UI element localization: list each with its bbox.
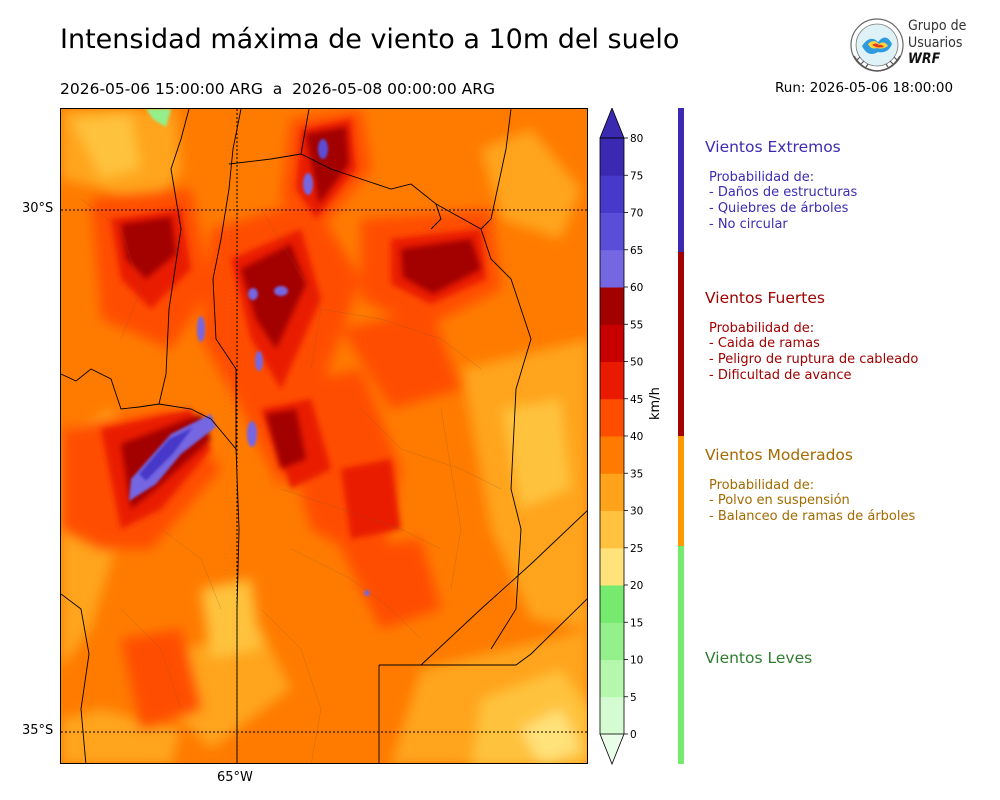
category-item: - Polvo en suspensión xyxy=(709,493,850,508)
category-item: - Peligro de ruptura de cableado xyxy=(709,352,919,367)
category-title: Vientos Leves xyxy=(705,649,813,667)
category-item: - Daños de estructuras xyxy=(709,185,858,200)
colorbar-segment xyxy=(600,324,624,362)
logo-text-line3: WRF xyxy=(908,51,941,67)
colorbar-segment xyxy=(600,510,624,549)
category-bar-moderate xyxy=(678,436,684,546)
colorbar-tick-label: 10 xyxy=(630,655,643,667)
logo-text-line1: Grupo de xyxy=(908,18,967,34)
lat-label-30s: 30°S xyxy=(22,201,54,216)
colorbar-segment xyxy=(600,473,624,511)
colorbar-segment xyxy=(600,361,624,400)
category-title: Vientos Moderados xyxy=(705,446,853,464)
category-light: Vientos Leves xyxy=(705,649,812,667)
colorbar: 0 5 10 15 20 25 30 35 40 45 50 55 60 65 70 75 80 xyxy=(598,106,658,768)
colorbar-extend-low xyxy=(599,733,625,766)
colorbar-extend-high xyxy=(599,106,625,139)
wrf-users-logo: Grupo de Usuarios WRF xyxy=(848,16,973,74)
colorbar-segment xyxy=(600,547,624,586)
colorbar-tick-label: 55 xyxy=(630,319,643,331)
colorbar-tick-label: 65 xyxy=(630,245,643,257)
category-moderate: Vientos Moderados Probabilidad de: - Pol… xyxy=(705,446,915,525)
colorbar-tick-label: 50 xyxy=(630,357,643,369)
department-borders xyxy=(80,198,502,763)
colorbar-tick-label: 70 xyxy=(630,208,643,220)
category-prob-label: Probabilidad de: xyxy=(709,321,815,336)
logo-text-line2: Usuarios xyxy=(908,35,963,51)
colorbar-segment xyxy=(600,659,624,698)
category-item: - Dificultad de avance xyxy=(709,368,852,383)
forecast-period: 2026-05-06 15:00:00 ARG a 2026-05-08 00:… xyxy=(60,80,496,98)
colorbar-tick-label: 30 xyxy=(630,506,643,518)
lon-label-65w: 65°W xyxy=(217,770,253,785)
category-item: - Caida de ramas xyxy=(709,336,820,351)
category-bar-strong xyxy=(678,252,684,436)
category-bar-extreme xyxy=(678,108,684,252)
run-time: Run: 2026-05-06 18:00:00 xyxy=(775,80,954,96)
colorbar-tick-label: 40 xyxy=(630,431,643,443)
category-strong: Vientos Fuertes Probabilidad de: - Caida… xyxy=(705,289,918,384)
category-item: - No circular xyxy=(709,217,788,232)
colorbar-segment xyxy=(600,398,624,437)
category-bar-light xyxy=(678,546,684,764)
graticule xyxy=(61,109,587,763)
category-extreme: Vientos Extremos Probabilidad de: - Daño… xyxy=(705,138,857,233)
colorbar-unit: km/h xyxy=(648,387,663,420)
category-title: Vientos Fuertes xyxy=(705,289,825,307)
colorbar-svg: 0 5 10 15 20 25 30 35 40 45 50 55 60 65 70 75 80 xyxy=(599,106,643,766)
colorbar-tick-label: 15 xyxy=(630,617,643,629)
colorbar-tick-label: 5 xyxy=(630,692,637,704)
colorbar-tick-label: 20 xyxy=(630,580,643,592)
colorbar-tick-label: 0 xyxy=(630,729,637,741)
colorbar-segment xyxy=(600,138,624,176)
colorbar-segment xyxy=(600,436,624,474)
category-title: Vientos Extremos xyxy=(705,138,841,156)
colorbar-segment xyxy=(600,212,624,251)
wind-field-extreme-spots xyxy=(129,109,370,596)
category-item: - Balanceo de ramas de árboles xyxy=(709,509,916,524)
colorbar-tick-label: 75 xyxy=(630,170,643,182)
colorbar-tick-label: 45 xyxy=(630,394,643,406)
colorbar-segment xyxy=(600,696,624,735)
category-prob-label: Probabilidad de: xyxy=(709,478,815,493)
colorbar-tick-label: 80 xyxy=(630,133,643,145)
lat-label-35s: 35°S xyxy=(22,723,54,738)
colorbar-segment xyxy=(600,585,624,623)
colorbar-segment xyxy=(600,249,624,288)
colorbar-segment xyxy=(600,287,624,325)
page-title: Intensidad máxima de viento a 10m del su… xyxy=(60,24,680,55)
category-item: - Quiebres de árboles xyxy=(709,201,849,216)
colorbar-tick-label: 60 xyxy=(630,282,643,294)
map-canvas xyxy=(61,109,587,763)
category-prob-label: Probabilidad de: xyxy=(709,170,815,185)
colorbar-segment xyxy=(600,175,624,213)
colorbar-tick-label: 35 xyxy=(630,468,643,480)
colorbar-segment xyxy=(600,622,624,660)
globe-seal-icon xyxy=(850,18,904,72)
wind-speed-map xyxy=(60,108,588,764)
colorbar-tick-label: 25 xyxy=(630,543,643,555)
